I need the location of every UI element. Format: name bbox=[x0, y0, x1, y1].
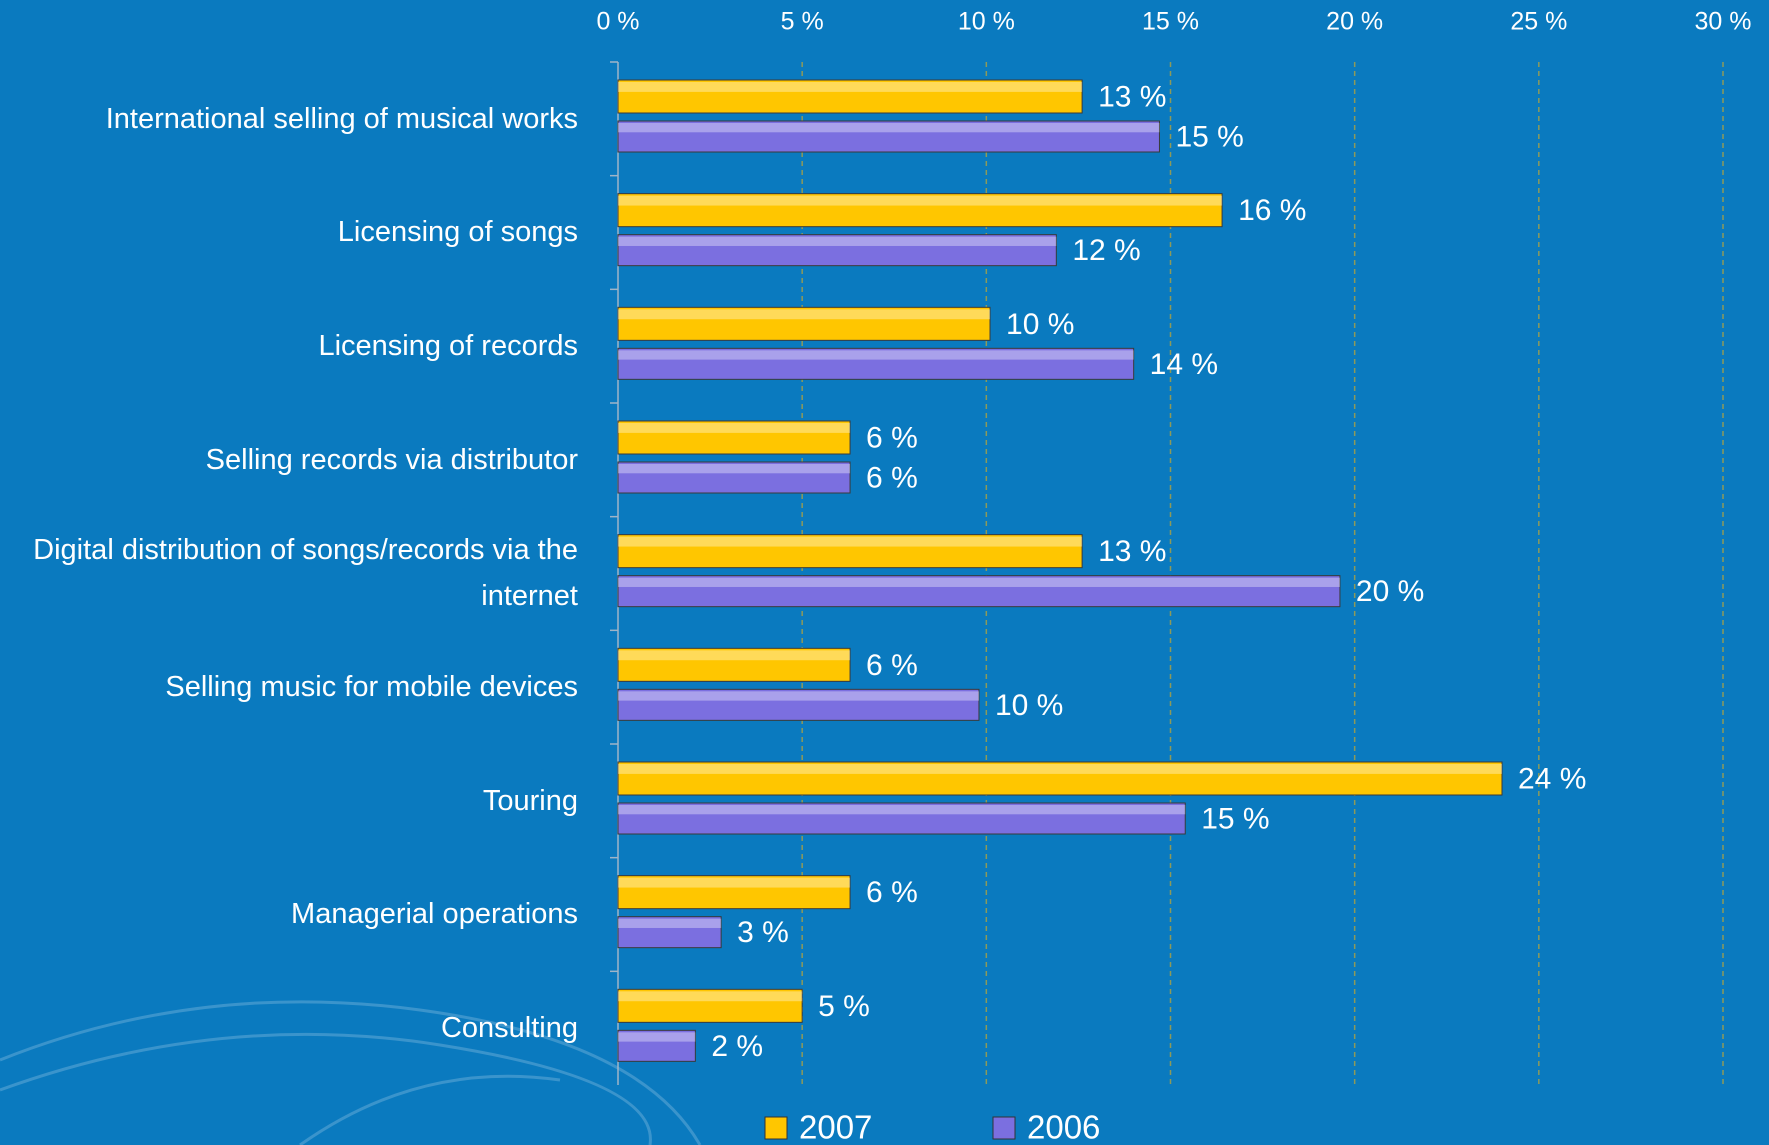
category-label: Licensing of songs bbox=[337, 216, 578, 249]
bar-highlight bbox=[618, 691, 979, 701]
category-label: Consulting bbox=[440, 1012, 578, 1045]
x-tick-label: 0 % bbox=[596, 8, 639, 36]
bar bbox=[617, 647, 851, 682]
value-label: 6 % bbox=[866, 649, 918, 682]
bar-highlight bbox=[618, 577, 1340, 587]
bar-highlight bbox=[618, 536, 1083, 547]
bar bbox=[617, 916, 722, 949]
bar-highlight bbox=[618, 82, 1083, 92]
value-label: 13 % bbox=[1098, 80, 1166, 113]
value-label: 6 % bbox=[866, 876, 918, 909]
bar bbox=[617, 761, 1503, 796]
x-tick-label: 30 % bbox=[1695, 8, 1752, 36]
value-label: 16 % bbox=[1238, 194, 1306, 227]
bar bbox=[617, 120, 1160, 153]
bar-highlight bbox=[618, 877, 851, 888]
bar-highlight bbox=[618, 764, 1502, 774]
legend-label: 2006 bbox=[1027, 1109, 1100, 1145]
category-label: International selling of musical works bbox=[105, 102, 578, 135]
bar bbox=[617, 802, 1186, 835]
category-label: Digital distribution of songs/records vi… bbox=[33, 534, 578, 613]
legend-label: 2007 bbox=[799, 1109, 872, 1145]
bar bbox=[617, 688, 980, 721]
value-label: 5 % bbox=[818, 990, 870, 1023]
value-label: 20 % bbox=[1356, 575, 1424, 608]
bar bbox=[617, 306, 991, 341]
x-tick-label: 20 % bbox=[1326, 8, 1383, 36]
bar bbox=[617, 79, 1083, 114]
bar-highlight bbox=[618, 650, 851, 661]
bar-highlight bbox=[618, 918, 722, 928]
value-label: 6 % bbox=[866, 421, 918, 454]
bar-highlight bbox=[618, 309, 991, 320]
bar-highlight bbox=[618, 236, 1057, 246]
bar-highlight bbox=[618, 464, 851, 474]
value-label: 15 % bbox=[1175, 120, 1243, 153]
bar bbox=[617, 575, 1341, 608]
legend-swatch bbox=[992, 1116, 1016, 1140]
category-label: Licensing of records bbox=[318, 330, 578, 363]
bar-highlight bbox=[618, 350, 1134, 360]
category-label: Managerial operations bbox=[291, 898, 578, 931]
bar bbox=[617, 234, 1057, 267]
decor bbox=[299, 1074, 561, 1145]
bar bbox=[617, 347, 1135, 380]
bar bbox=[617, 461, 851, 494]
bar-highlight bbox=[618, 195, 1223, 206]
value-label: 6 % bbox=[866, 461, 918, 494]
bar-highlight bbox=[618, 805, 1186, 815]
bar bbox=[617, 1029, 696, 1062]
bar bbox=[617, 420, 851, 455]
value-label: 12 % bbox=[1072, 234, 1140, 267]
value-label: 14 % bbox=[1150, 348, 1218, 381]
value-label: 2 % bbox=[711, 1030, 763, 1063]
bar-highlight bbox=[618, 1032, 696, 1042]
value-label: 13 % bbox=[1098, 535, 1166, 568]
category-label: Touring bbox=[482, 784, 578, 817]
bar-highlight bbox=[618, 423, 851, 433]
value-label: 10 % bbox=[995, 689, 1063, 722]
value-label: 15 % bbox=[1201, 802, 1269, 835]
legend-swatch bbox=[764, 1116, 788, 1140]
bar bbox=[617, 193, 1223, 228]
decor bbox=[0, 1000, 702, 1145]
x-tick-label: 5 % bbox=[781, 8, 824, 36]
x-tick-label: 15 % bbox=[1142, 8, 1199, 36]
value-label: 3 % bbox=[737, 916, 789, 949]
value-label: 24 % bbox=[1518, 762, 1586, 795]
x-tick-label: 25 % bbox=[1510, 8, 1567, 36]
x-tick-label: 10 % bbox=[958, 8, 1015, 36]
category-label: Selling records via distributor bbox=[205, 443, 578, 476]
bar bbox=[617, 875, 851, 910]
bar bbox=[617, 988, 803, 1023]
bar-highlight bbox=[618, 123, 1160, 133]
bar bbox=[617, 534, 1083, 569]
category-label: Selling music for mobile devices bbox=[165, 671, 578, 704]
decor bbox=[0, 1032, 652, 1145]
value-label: 10 % bbox=[1006, 308, 1074, 341]
bar-highlight bbox=[618, 991, 803, 1002]
